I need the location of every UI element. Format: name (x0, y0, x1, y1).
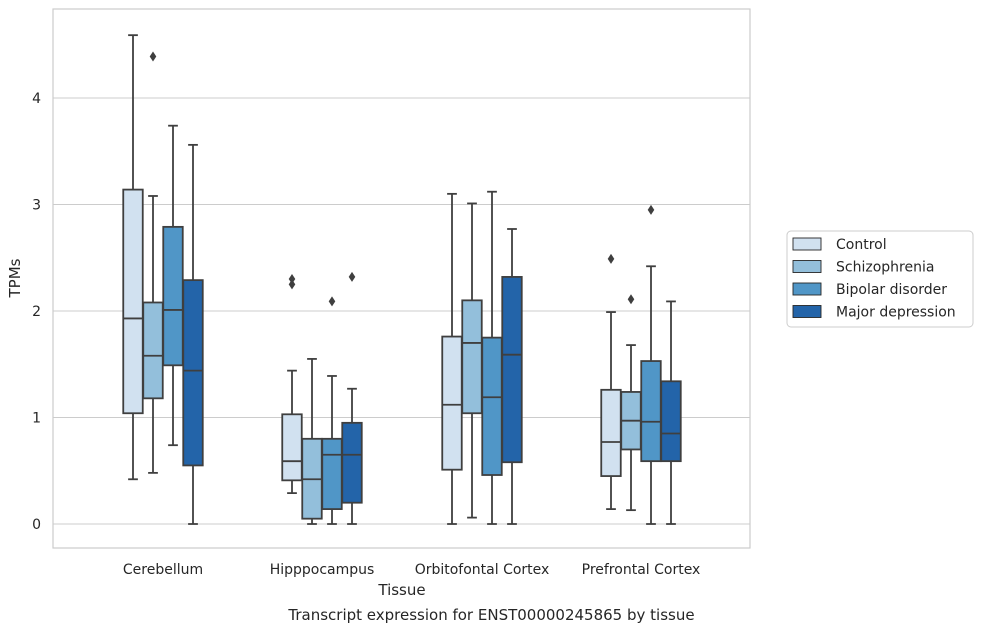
x-axis-label: Tissue (377, 581, 425, 599)
x-tick-label: Prefrontal Cortex (582, 562, 701, 578)
box-major-depression (660, 300, 682, 525)
outlier-point (288, 279, 296, 290)
box-body (660, 380, 682, 463)
legend-label: Control (836, 237, 887, 253)
outlier-point (627, 294, 635, 305)
outlier-point (149, 51, 157, 62)
box-body (142, 301, 164, 400)
chart-caption: Transcript expression for ENST0000024586… (288, 606, 695, 624)
box-body (321, 437, 343, 510)
legend-swatch (792, 260, 822, 273)
box-body (481, 336, 503, 476)
box-body (461, 299, 483, 415)
x-tick-label: Orbitofontal Cortex (415, 562, 550, 578)
y-axis-label: TPMs (6, 258, 24, 298)
y-axis-ticks: 0 1 2 3 4 (32, 91, 41, 533)
box-bipolar-disorder (481, 190, 503, 525)
outlier-point (348, 271, 356, 282)
x-tick-label: Cerebellum (123, 562, 203, 578)
box-body (281, 413, 303, 482)
legend-frame (786, 230, 974, 328)
box-bipolar-disorder (640, 204, 662, 525)
legend-label: Major depression (836, 305, 956, 321)
legend: Control Schizophrenia Bipolar disorder Majo… (786, 230, 974, 328)
boxes (122, 34, 682, 525)
box-body (441, 335, 463, 471)
box-schizophrenia (620, 294, 642, 512)
outlier-point (607, 253, 615, 264)
box-control (441, 192, 463, 525)
box-body (501, 276, 523, 464)
x-tick-label: Hipppocampus (270, 562, 375, 578)
box-body (182, 279, 204, 467)
box-bipolar-disorder (162, 124, 184, 447)
y-tick-label: 0 (32, 517, 41, 533)
legend-swatch (792, 237, 822, 251)
legend-label: Bipolar disorder (836, 282, 947, 298)
y-tick-label: 4 (32, 91, 41, 107)
box-schizophrenia (301, 358, 323, 525)
box-schizophrenia (142, 51, 164, 474)
box-control (281, 274, 303, 495)
box-control (600, 253, 622, 510)
box-schizophrenia (461, 202, 483, 519)
box-body (122, 188, 144, 415)
legend-swatch (792, 305, 822, 318)
outlier-point (328, 296, 336, 307)
box-control (122, 34, 144, 481)
box-major-depression (182, 143, 204, 525)
box-major-depression (341, 271, 363, 525)
box-body (640, 360, 662, 463)
box-major-depression (501, 228, 523, 525)
plot-frame (52, 8, 751, 549)
box-bipolar-disorder (321, 296, 343, 525)
box-body (600, 388, 622, 477)
y-tick-label: 1 (32, 411, 41, 427)
box-body (162, 225, 184, 367)
y-tick-label: 2 (32, 304, 41, 320)
legend-label: Schizophrenia (836, 260, 934, 276)
legend-swatch (792, 282, 822, 296)
outlier-point (647, 204, 655, 215)
x-axis-ticks: Cerebellum Hipppocampus Orbitofontal Corte… (123, 562, 700, 578)
outlier-point (288, 274, 296, 285)
y-tick-label: 3 (32, 198, 41, 214)
box-body (341, 421, 363, 504)
